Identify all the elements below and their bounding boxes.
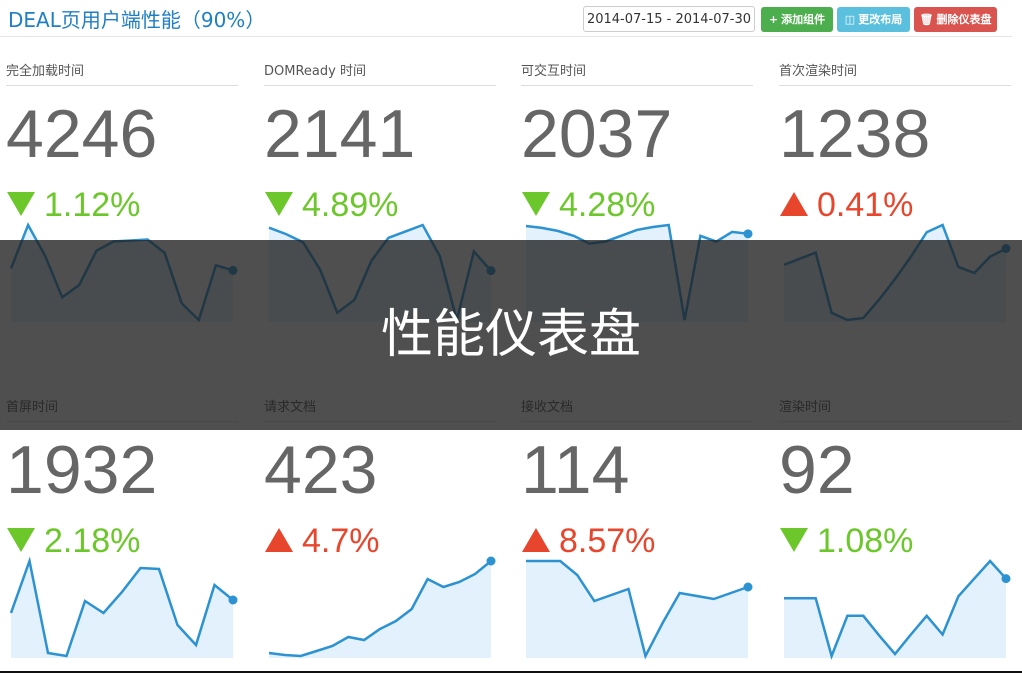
button-label: 添加组件 <box>781 13 826 26</box>
change-percent: 0.41% <box>817 186 913 224</box>
sparkline-area <box>526 561 748 658</box>
add-widget-button[interactable]: + 添加组件 <box>761 7 833 32</box>
metric-value: 2037 <box>521 96 672 172</box>
overlay-title: 性能仪表盘 <box>380 305 641 365</box>
sparkline-end-dot <box>486 556 496 566</box>
sparkline-end-dot <box>228 595 238 605</box>
date-range-picker[interactable]: 2014-07-15 - 2014-07-30 <box>583 6 755 32</box>
sparkline-area <box>11 561 233 658</box>
change-percent: 2.18% <box>44 522 140 560</box>
sparkline-end-dot <box>1001 574 1011 584</box>
button-label: 删除仪表盘 <box>936 13 992 26</box>
metric-value: 1932 <box>6 432 157 508</box>
metric-value: 4246 <box>6 96 157 172</box>
sparkline <box>784 559 1007 660</box>
sparkline <box>9 556 234 658</box>
change-percent: 4.28% <box>559 186 655 224</box>
sparkline-area <box>784 561 1006 658</box>
bottom-border <box>0 671 1022 673</box>
delete-dashboard-button[interactable]: 🗑 删除仪表盘 <box>914 7 997 32</box>
sparkline-area <box>269 561 491 658</box>
widget-title: DOMReady 时间 <box>264 64 366 79</box>
sparkline-end-dot <box>743 229 753 239</box>
sparkline <box>526 559 749 660</box>
trend-arrow <box>780 192 808 216</box>
trend-arrow <box>522 528 550 552</box>
trend-arrow <box>522 192 550 216</box>
metric-value: 114 <box>521 432 629 508</box>
trend-arrow <box>7 192 35 216</box>
metric-value: 92 <box>779 432 855 508</box>
sparkline-end-dot <box>743 582 753 592</box>
trend-arrow <box>7 528 35 552</box>
change-layout-button[interactable]: ◫ 更改布局 <box>837 7 910 32</box>
overlay-band <box>0 240 1022 430</box>
trend-arrow <box>265 528 293 552</box>
sparkline <box>525 223 749 321</box>
trend-arrow <box>780 528 808 552</box>
widget-title: 完全加载时间 <box>6 63 84 79</box>
metric-value: 2141 <box>264 96 415 172</box>
widget-title: 首次渲染时间 <box>779 63 857 79</box>
widget-title: 可交互时间 <box>521 63 586 79</box>
dashboard-title: DEAL页用户端性能（90%） <box>8 8 266 32</box>
change-percent: 4.89% <box>302 186 398 224</box>
header-divider <box>0 36 1012 37</box>
button-label: 更改布局 <box>858 13 903 26</box>
metric-value: 1238 <box>779 96 930 172</box>
change-percent: 1.12% <box>44 186 140 224</box>
change-percent: 1.08% <box>817 522 913 560</box>
change-percent: 8.57% <box>559 522 655 560</box>
trend-arrow <box>265 192 293 216</box>
sparkline <box>268 560 492 658</box>
metric-value: 423 <box>264 432 377 508</box>
change-percent: 4.7% <box>302 522 380 560</box>
